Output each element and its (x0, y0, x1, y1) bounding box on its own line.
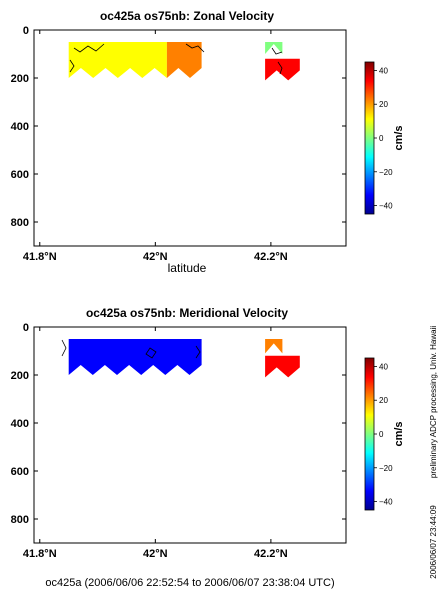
zonal-x-ticks: 41.8°N 42°N 42.2°N (23, 30, 288, 263)
meridional-panel: oc425a os75nb: Meridional Velocity 02004… (11, 306, 405, 560)
velocity-region-2 (265, 355, 300, 378)
colorbar-tick-label: −20 (379, 168, 393, 177)
colorbar-tick-label: 0 (379, 430, 384, 439)
y-tick-label: 800 (11, 217, 29, 229)
colorbar-tick-label: −20 (379, 464, 393, 473)
colorbar-tick-label: 0 (379, 134, 384, 143)
zonal-xlabel: latitude (168, 261, 207, 275)
meridional-colorbar (364, 357, 375, 511)
x-tick-label: 42°N (143, 548, 168, 560)
meridional-y-ticks: 0 200 400 600 800 (11, 322, 346, 526)
zonal-data-layer (68, 42, 300, 81)
processing-note: preliminary ADCP processing, Univ. Hawai… (429, 326, 438, 478)
x-tick-label: 42.2°N (254, 548, 288, 560)
y-tick-label: 400 (11, 121, 29, 133)
y-tick-label: 600 (11, 466, 29, 478)
meridional-title: oc425a os75nb: Meridional Velocity (86, 306, 288, 320)
y-tick-label: 200 (11, 370, 29, 382)
meridional-contour (145, 347, 157, 359)
zonal-contour (271, 47, 283, 55)
x-tick-label: 41.8°N (23, 251, 57, 263)
meridional-contour-lines (61, 339, 201, 359)
velocity-region-0 (68, 42, 167, 78)
zonal-contour (73, 43, 105, 53)
meridional-contour (195, 345, 201, 359)
zonal-title: oc425a os75nb: Zonal Velocity (100, 9, 274, 23)
meridional-colorbar-ticks: 40 20 0 −20 −40 (374, 362, 393, 507)
zonal-contour (277, 61, 283, 75)
meridional-x-ticks: 41.8°N 42°N 42.2°N (23, 327, 288, 560)
meridional-colorbar-label: cm/s (393, 421, 405, 446)
meridional-data-layer (68, 339, 300, 378)
zonal-panel: oc425a os75nb: Zonal Velocity 0200400600… (11, 9, 405, 275)
y-tick-label: 200 (11, 73, 29, 85)
velocity-region-3 (265, 58, 300, 81)
velocity-region-1 (166, 42, 202, 78)
y-tick-label: 800 (11, 514, 29, 526)
zonal-colorbar (364, 61, 375, 215)
velocity-region-1 (265, 339, 283, 354)
x-tick-label: 42°N (143, 251, 168, 263)
x-tick-label: 42.2°N (254, 251, 288, 263)
y-tick-label: 0 (23, 25, 29, 37)
colorbar-tick-label: 20 (379, 396, 388, 405)
colorbar-tick-label: 20 (379, 100, 388, 109)
y-tick-label: 600 (11, 169, 29, 181)
zonal-contour (185, 43, 205, 53)
zonal-y-ticks: 0 200 400 600 800 (11, 25, 346, 229)
meridional-axes-box (33, 326, 347, 544)
colorbar-tick-label: 40 (379, 362, 388, 371)
velocity-region-2 (265, 42, 283, 54)
colorbar-tick-label: −40 (379, 202, 393, 211)
zonal-contour-lines (69, 43, 283, 75)
colorbar-tick-label: 40 (379, 66, 388, 75)
x-tick-label: 41.8°N (23, 548, 57, 560)
zonal-contour (69, 59, 75, 73)
y-tick-label: 0 (23, 322, 29, 334)
meridional-contour (61, 339, 67, 357)
zonal-colorbar-ticks: 40 20 0 −20 −40 (374, 66, 393, 211)
velocity-region-0 (68, 339, 202, 375)
zonal-colorbar-label: cm/s (393, 125, 405, 150)
y-tick-label: 400 (11, 418, 29, 430)
zonal-axes-box (33, 29, 347, 247)
plot-timestamp: 2006/06/07 23:44:09 (429, 505, 438, 579)
colorbar-tick-label: −40 (379, 498, 393, 507)
time-range-footer: oc425a (2006/06/06 22:52:54 to 2006/06/0… (45, 577, 334, 589)
